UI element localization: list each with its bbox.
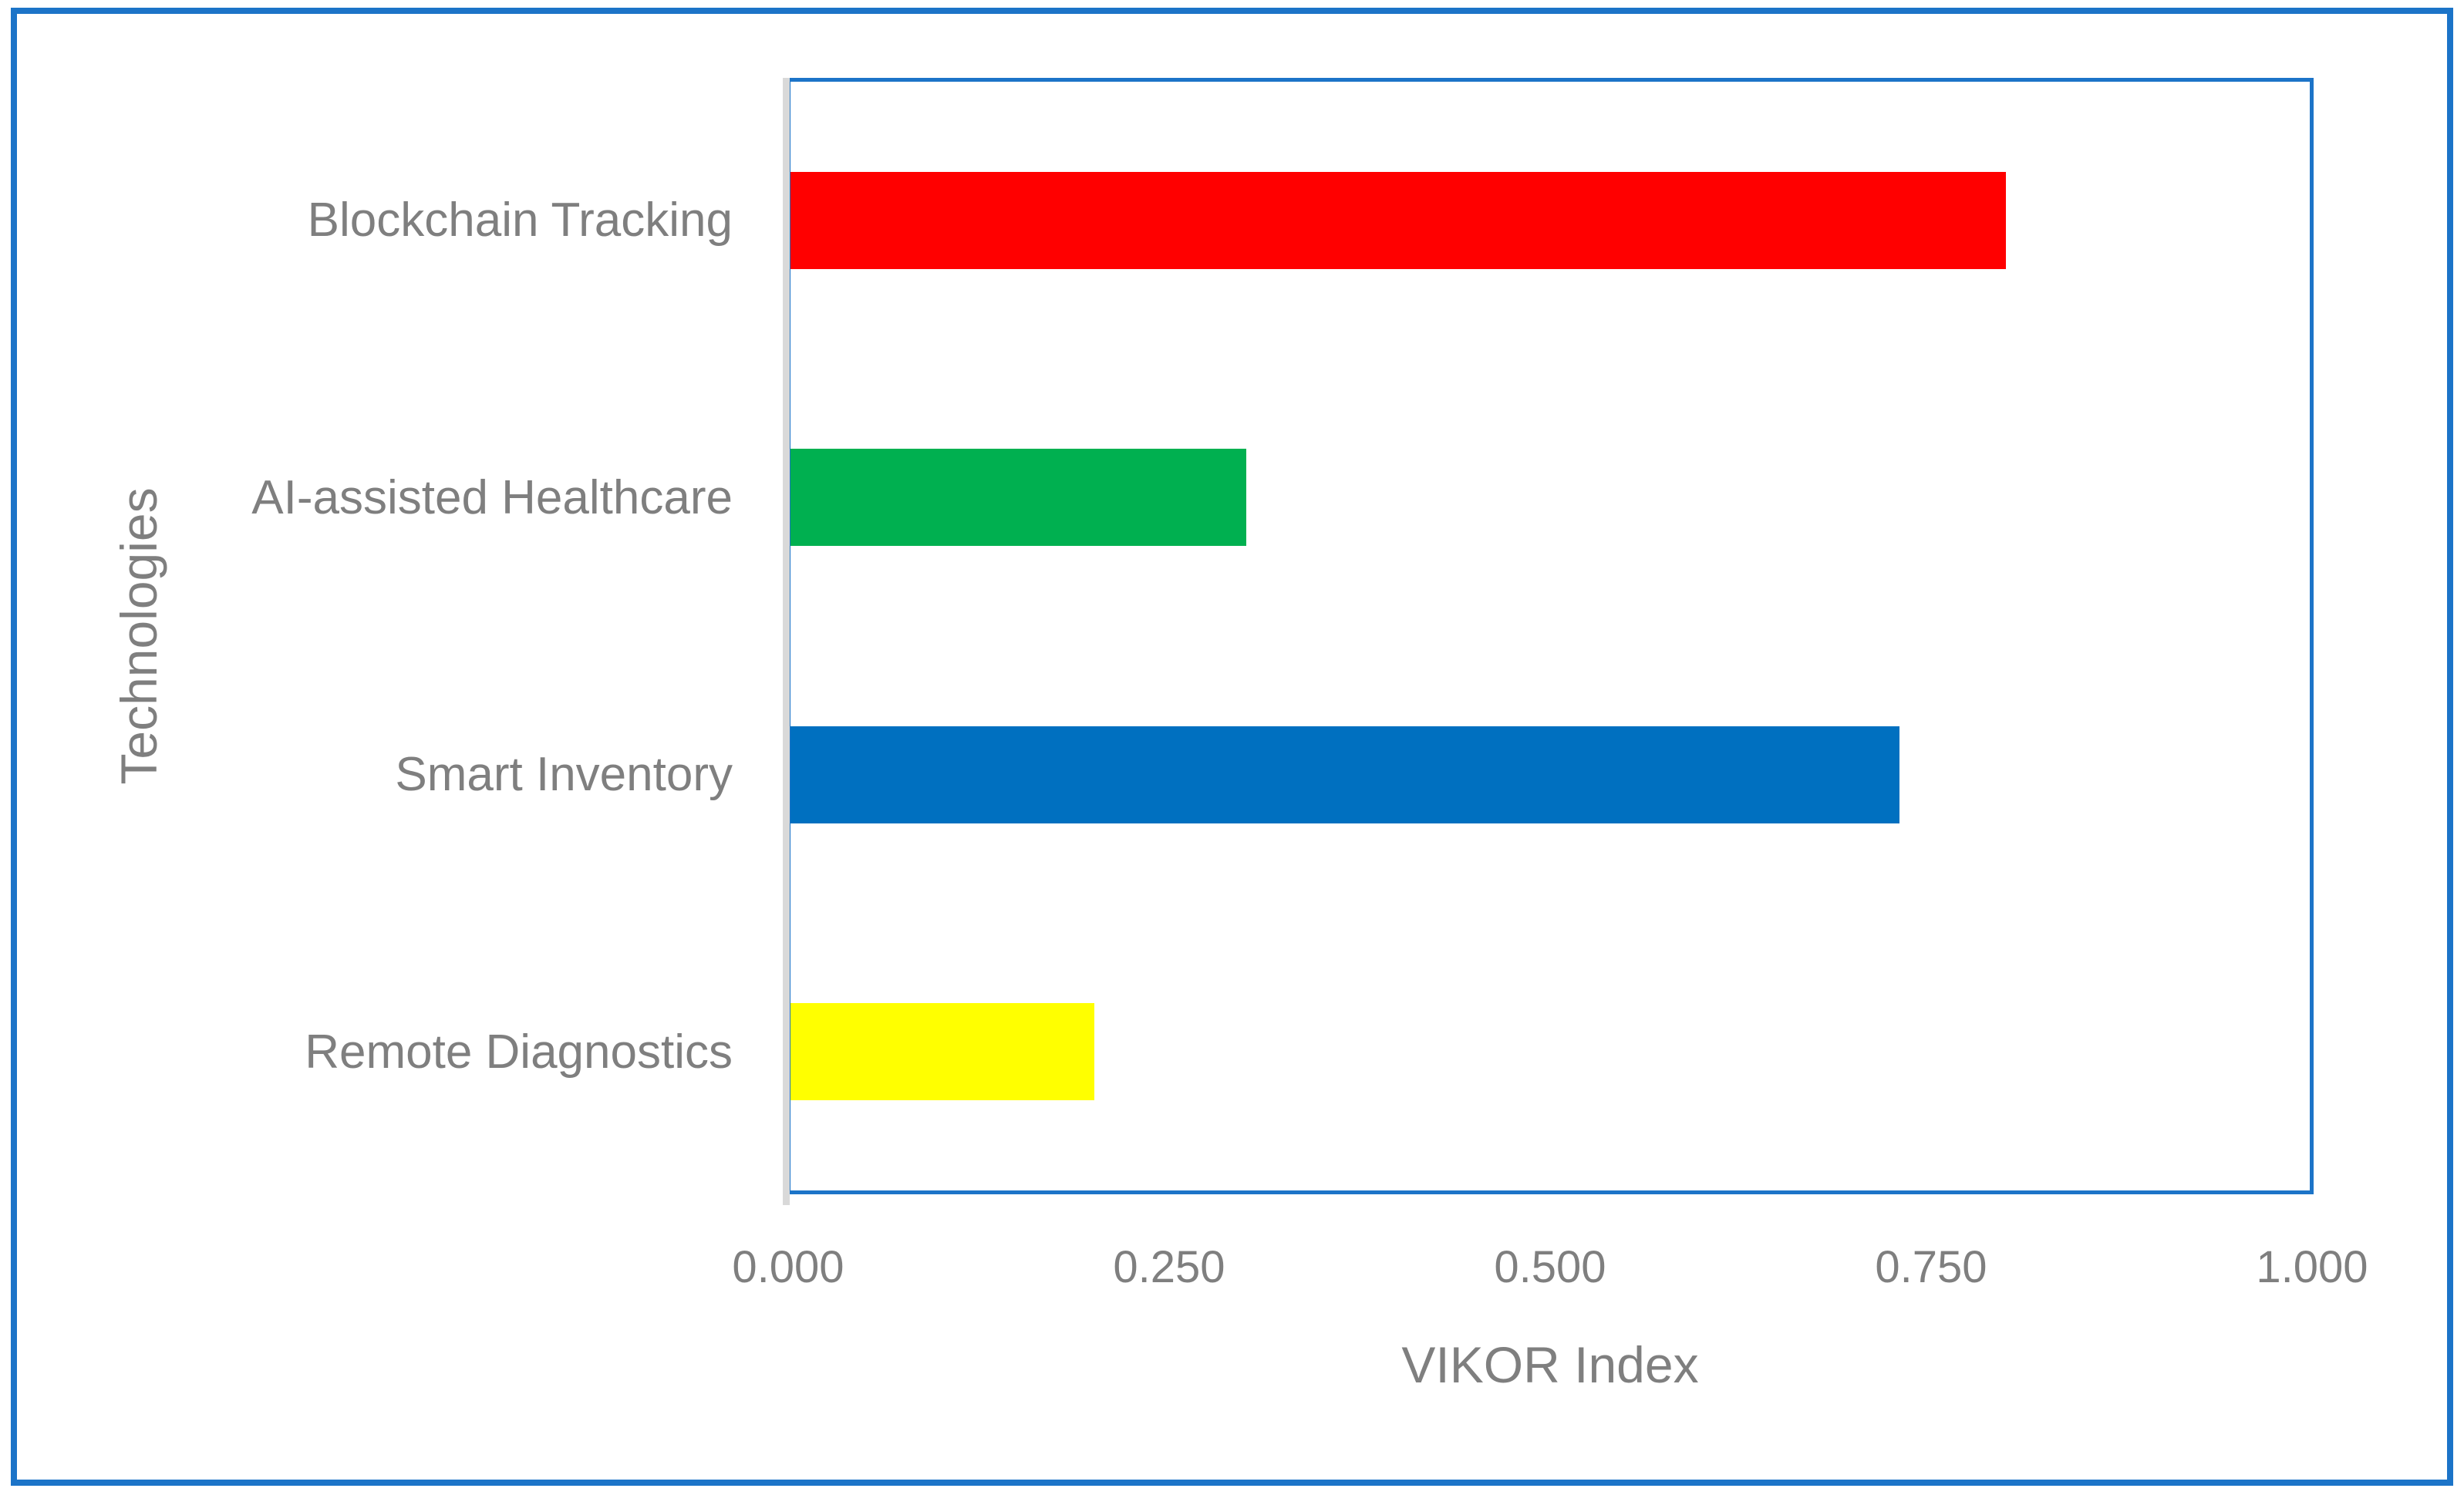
category-label-ai-assisted-healthcare: AI-assisted Healthcare — [251, 470, 733, 524]
category-label-remote-diagnostics: Remote Diagnostics — [305, 1025, 733, 1079]
figure-border — [11, 8, 2453, 1486]
bar-ai-assisted-healthcare — [790, 449, 1246, 547]
y-axis-line — [783, 78, 790, 1205]
bar-smart-inventory — [790, 726, 1900, 823]
category-label-smart-inventory: Smart Inventory — [395, 748, 733, 802]
plot-area — [787, 78, 2314, 1194]
bar-remote-diagnostics — [790, 1003, 1094, 1101]
x-tick-label-0-250: 0.250 — [1113, 1242, 1225, 1292]
x-tick-label-0-000: 0.000 — [732, 1242, 844, 1292]
x-axis-tick-labels: 0.000 0.250 0.500 0.750 1.000 — [732, 1241, 2368, 1303]
bar-blockchain-tracking — [790, 171, 2006, 269]
x-tick-label-0-750: 0.750 — [1875, 1242, 1987, 1292]
x-tick-label-0-500: 0.500 — [1494, 1242, 1606, 1292]
category-axis-labels: Blockchain Tracking AI-assisted Healthcar… — [100, 82, 733, 1190]
category-label-blockchain-tracking: Blockchain Tracking — [307, 194, 733, 247]
x-axis-title: VIKOR Index — [1401, 1336, 1699, 1393]
x-tick-label-1-000: 1.000 — [2256, 1242, 2368, 1292]
